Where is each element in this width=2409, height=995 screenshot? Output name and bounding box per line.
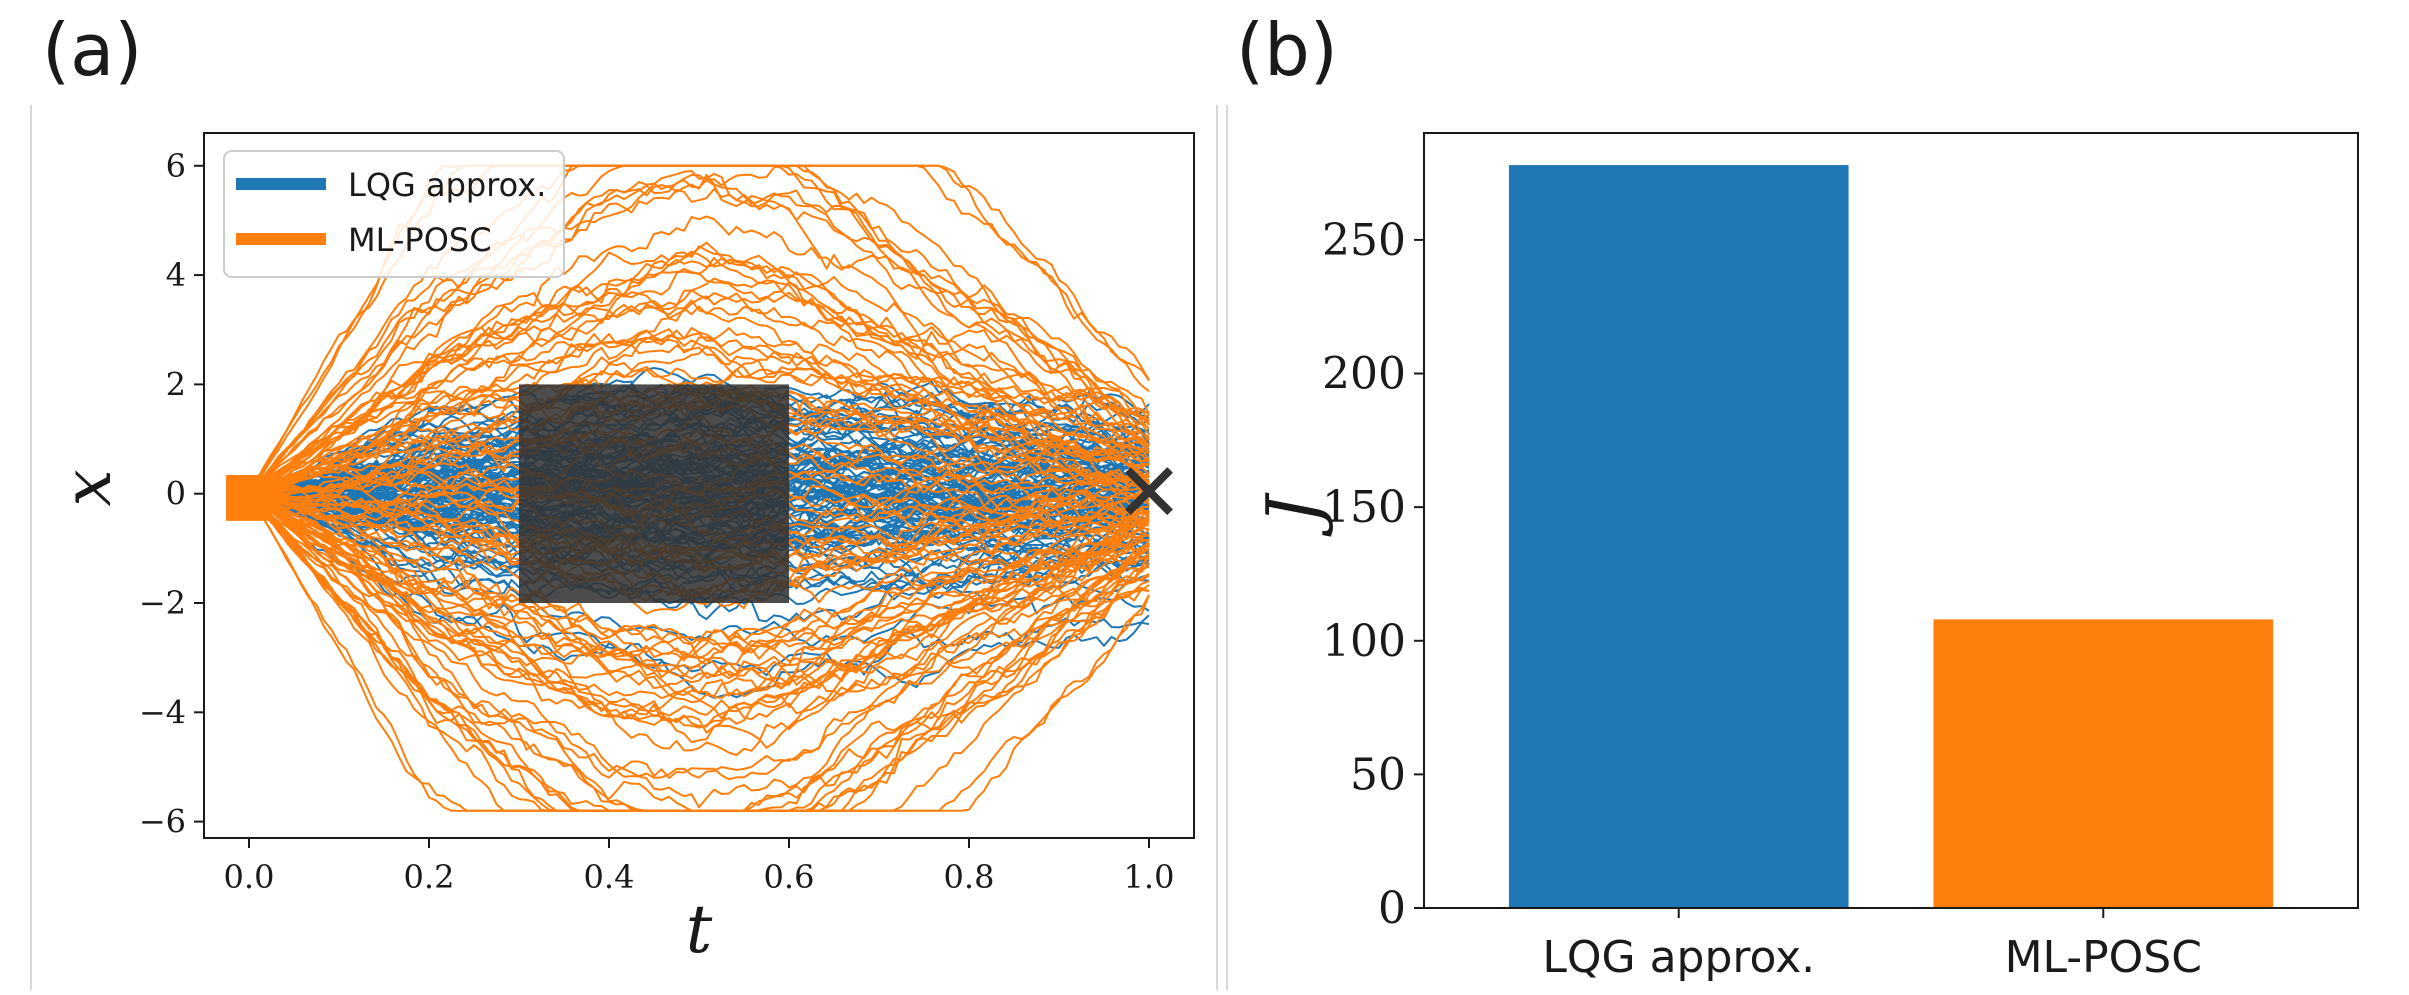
- trajectory-line: [248, 492, 1150, 666]
- trajectory-line: [248, 188, 1150, 495]
- y-tick-label: 0: [166, 475, 186, 513]
- trajectory-line: [248, 245, 1150, 495]
- trajectory-line: [248, 164, 1150, 495]
- trajectory-chart: ■ ✕ 0.0 0.2 0.4 0.6 0.8 1.0 −6 −4 −2 0 2 4 6 t x LQ…: [49, 132, 1195, 968]
- trajectory-line: [248, 492, 1150, 658]
- legend-label-ml-posc: ML-POSC: [348, 221, 492, 259]
- y-tick-label-b: 50: [1350, 749, 1406, 800]
- trajectory-line: [248, 492, 1150, 687]
- trajectory-line: [248, 170, 1150, 495]
- y-tick-label: −2: [139, 584, 186, 622]
- trajectory-line: [248, 333, 1150, 495]
- x-axis-label: t: [686, 891, 713, 968]
- y-tick-label: −6: [139, 803, 186, 841]
- y-tick-label: 4: [166, 256, 186, 294]
- trajectory-line: [248, 277, 1150, 495]
- x-tick-label: 0.2: [404, 858, 455, 896]
- trajectory-line: [248, 492, 1150, 615]
- plot-frame-b: [1423, 132, 2359, 909]
- bar-ml-posc: [1933, 619, 2274, 908]
- panel-a-label: (a): [42, 8, 143, 92]
- plot-frame-a: [203, 132, 1195, 839]
- y-tick-label: 6: [166, 147, 186, 185]
- trajectory-line: [248, 492, 1150, 756]
- trajectory-line: [248, 492, 1150, 680]
- trajectory-line: [248, 303, 1150, 495]
- y-tick-label-b: 100: [1322, 616, 1406, 667]
- legend-label-lqg: LQG approx.: [348, 166, 546, 204]
- y-tick-label-b: 150: [1322, 482, 1406, 533]
- x-tick-label: 1.0: [1124, 858, 1175, 896]
- trajectory-line: [248, 492, 1150, 749]
- trajectory-line: [248, 492, 1150, 662]
- trajectory-line: [248, 492, 1150, 729]
- trajectory-line: [248, 299, 1150, 495]
- trajectory-line: [248, 492, 1150, 779]
- trajectory-line: [248, 292, 1150, 495]
- obstacle-box: [519, 384, 789, 603]
- trajectory-line: [248, 492, 1150, 728]
- y-tick-label-b: 0: [1378, 883, 1406, 934]
- bar-lqg-approx: [1508, 165, 1849, 908]
- x-axis-ticks: 0.0 0.2 0.4 0.6 0.8 1.0: [224, 838, 1175, 896]
- start-marker: ■: [221, 459, 278, 529]
- target-marker: ✕: [1115, 446, 1184, 541]
- y-tick-label-b: 250: [1322, 215, 1406, 266]
- legend: LQG approx. ML-POSC: [223, 150, 565, 278]
- panel-b-label: (b): [1236, 8, 1338, 92]
- bars: [1508, 165, 2274, 908]
- x-tick-label: 0.8: [944, 858, 995, 896]
- trajectory-line: [248, 492, 1150, 809]
- x-tick-label: 0.0: [224, 858, 275, 896]
- trajectory-line: [248, 492, 1150, 720]
- trajectory-line: [248, 493, 1150, 812]
- y-tick-label: 2: [166, 365, 186, 403]
- trajectory-line: [248, 326, 1150, 495]
- x-axis-ticks-b: LQG approx. ML-POSC: [1542, 908, 2202, 983]
- trajectory-line: [248, 241, 1150, 495]
- category-label: ML-POSC: [2005, 932, 2202, 983]
- trajectory-line: [248, 492, 1150, 699]
- y-axis-label: x: [49, 469, 126, 506]
- trajectory-line: [248, 173, 1150, 495]
- trajectory-line: [248, 328, 1150, 495]
- trajectory-line: [248, 329, 1150, 495]
- trajectory-line: [248, 492, 1150, 651]
- category-label: LQG approx.: [1542, 932, 1815, 983]
- y-tick-label-b: 200: [1322, 349, 1406, 400]
- trajectory-line: [248, 257, 1150, 495]
- x-tick-label: 0.6: [764, 858, 815, 896]
- y-tick-label: −4: [139, 693, 186, 731]
- x-tick-label: 0.4: [584, 858, 635, 896]
- y-axis-ticks: −6 −4 −2 0 2 4 6: [139, 147, 204, 841]
- y-axis-ticks-b: 0 50 100 150 200 250: [1322, 215, 1424, 934]
- ml-posc-trajectories: [248, 164, 1150, 812]
